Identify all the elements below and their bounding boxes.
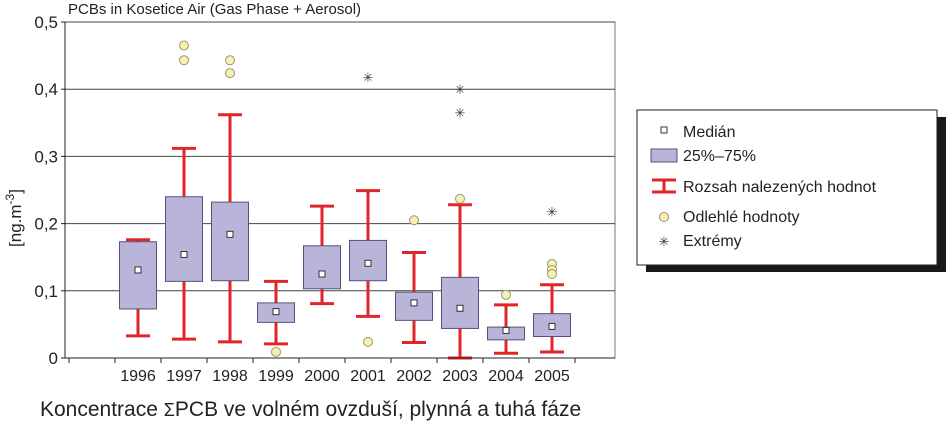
box-1997 [165,40,203,341]
iqr-box [119,241,157,310]
outlier-point [271,346,281,357]
outlier-point [179,55,189,66]
caption-rest: PCB ve volném ovzduší, plynná a tuhá fáz… [174,398,582,421]
legend-box [636,109,938,266]
extreme-point: ✳ [363,70,374,85]
box-2005: ✳ [533,205,571,354]
median-marker [272,308,280,316]
y-tick-label: 0,1 [34,282,58,301]
iqr-box [165,196,203,282]
y-axis-label-end: ] [6,189,25,194]
extreme-point: ✳ [455,106,466,121]
iqr-box [211,201,249,282]
y-axis-label: [ng.m-3] [3,189,25,247]
legend-median-label: Medián [683,124,735,141]
caption-prefix: Koncentrace [40,398,164,421]
x-tick-label: 1996 [120,368,156,385]
box-2003: ✳✳ [441,82,479,360]
plot-area: ✳✳✳✳ [119,40,571,360]
outlier-point [547,269,557,279]
extreme-point: ✳ [547,205,558,220]
median-marker [226,230,234,238]
legend-box-marker [650,148,678,163]
y-tick-label: 0,3 [34,147,58,166]
outlier-point [179,40,189,51]
median-marker [364,259,372,267]
outlier-point [455,193,465,204]
outlier-point [409,215,419,226]
legend-median-marker [660,126,668,134]
y-axis: 0 0,1 0,2 0,3 0,4 0,5 [34,13,66,368]
y-tick-label: 0,2 [34,215,58,234]
box-1996 [119,238,157,338]
median-marker [502,326,510,334]
iqr-box [303,245,341,290]
y-tick-label: 0,4 [34,80,58,99]
x-tick-label: 2000 [304,368,340,385]
legend: Medián 25%–75% Rozsah nalezených hodnot … [636,109,946,272]
x-tick-label: 2003 [442,368,478,385]
x-tick-label: 2005 [534,368,570,385]
y-tick-label: 0,5 [34,13,58,32]
median-marker [180,251,188,259]
x-tick-label: 1997 [166,368,202,385]
x-tick-label: 2004 [488,368,524,385]
median-marker [410,299,418,307]
legend-box-label: 25%–75% [683,148,756,165]
box-1998 [211,55,249,344]
iqr-box [441,276,479,329]
y-axis-label-base: [ng.m [6,204,25,247]
legend-outlier-marker [659,212,669,222]
median-marker [548,322,556,330]
box-2002 [395,215,433,345]
legend-extreme-label: Extrémy [683,233,742,250]
legend-range-marker [652,178,676,194]
box-2004 [487,289,525,355]
box-2000 [303,204,341,306]
x-tick-label: 1999 [258,368,294,385]
legend-range-label: Rozsah nalezených hodnot [683,179,877,196]
y-axis-label-exponent: -3 [3,193,17,204]
outlier-point [225,68,235,79]
legend-extreme-marker: ✳ [659,234,670,249]
median-marker [318,270,326,278]
pcb-boxplot-chart: PCBs in Kosetice Air (Gas Phase + Aeroso… [3,1,946,385]
legend-outlier-label: Odlehlé hodnoty [683,209,800,226]
median-marker [456,304,464,312]
x-axis: 1996 1997 1998 1999 2000 2001 2002 2003 2004 2005 [65,357,615,385]
extreme-point: ✳ [455,82,466,97]
outlier-point [501,289,511,300]
box-2001: ✳ [349,70,387,347]
outlier-point [225,55,235,66]
box-1999 [257,279,295,357]
x-tick-label: 2002 [396,368,432,385]
figure-caption: Koncentrace ΣPCB ve volném ovzduší, plyn… [40,398,581,422]
chart-title: PCBs in Kosetice Air (Gas Phase + Aeroso… [68,1,361,18]
caption-sigma: Σ [163,400,175,420]
x-tick-label: 2001 [350,368,386,385]
outlier-point [363,336,373,347]
median-marker [134,266,142,274]
y-tick-label: 0 [49,349,58,368]
x-tick-label: 1998 [212,368,248,385]
